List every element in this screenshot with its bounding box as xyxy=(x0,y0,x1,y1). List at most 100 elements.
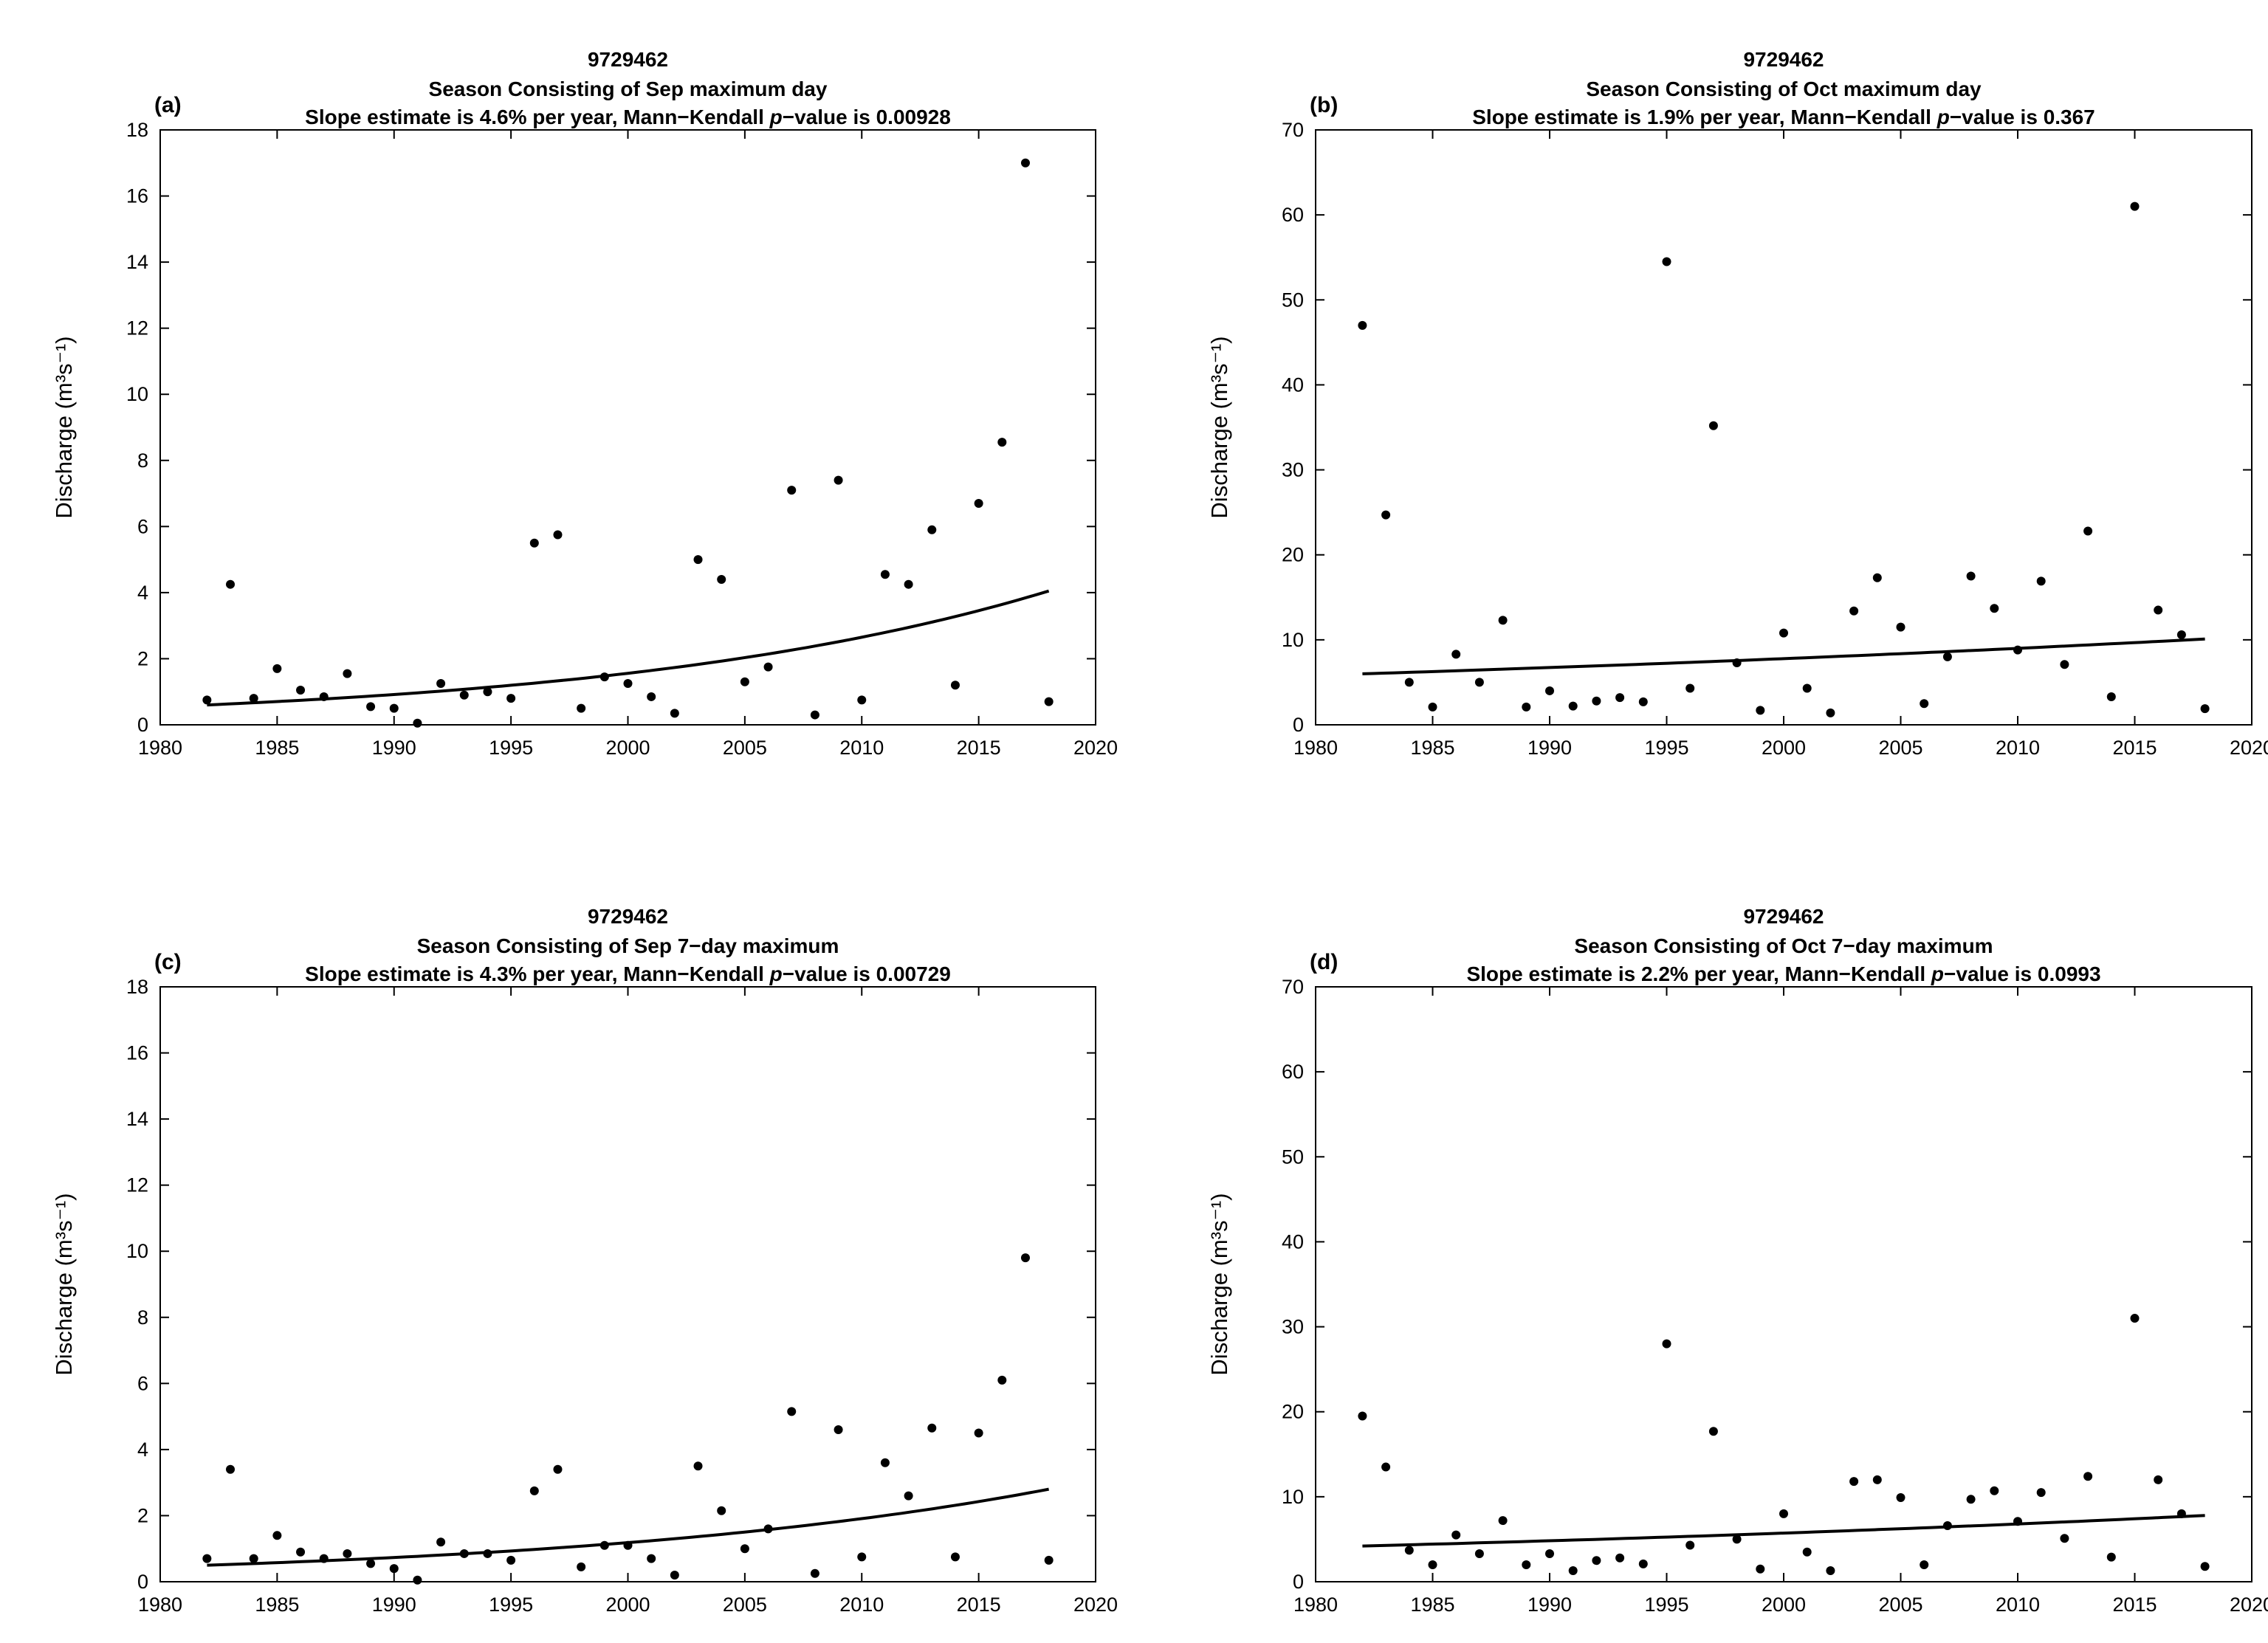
data-point xyxy=(1756,1564,1765,1574)
data-point xyxy=(1545,686,1554,695)
data-point xyxy=(2083,526,2093,536)
data-point xyxy=(1990,604,1999,613)
y-tick-label: 50 xyxy=(1282,1146,1304,1168)
data-point xyxy=(1404,678,1414,687)
data-point xyxy=(483,687,492,697)
x-tick-label: 2010 xyxy=(839,737,884,759)
chart-title-slope: Slope estimate is 4.3% per year, Mann−Ke… xyxy=(305,962,951,985)
x-tick-label: 1985 xyxy=(1410,737,1454,759)
y-tick-label: 4 xyxy=(137,582,148,604)
data-point xyxy=(2176,1509,2186,1518)
data-point xyxy=(1498,616,1508,625)
data-point xyxy=(997,1375,1007,1385)
chart-title-season: Season Consisting of Sep 7−day maximum xyxy=(417,934,839,957)
y-tick-label: 60 xyxy=(1282,1061,1304,1083)
chart-title-season: Season Consisting of Sep maximum day xyxy=(429,78,828,100)
x-tick-label: 1995 xyxy=(1644,737,1688,759)
y-tick-label: 14 xyxy=(126,1108,148,1130)
data-point xyxy=(1849,1477,1859,1487)
x-tick-label: 2005 xyxy=(1878,1594,1922,1616)
x-tick-label: 2000 xyxy=(1762,737,1806,759)
data-point xyxy=(1568,701,1578,711)
data-point xyxy=(647,692,656,701)
data-point xyxy=(506,1555,516,1565)
data-point xyxy=(717,574,726,584)
data-point xyxy=(670,709,679,718)
data-point xyxy=(389,1564,399,1574)
y-tick-label: 12 xyxy=(126,317,148,340)
trend-line xyxy=(207,589,1050,707)
y-tick-label: 10 xyxy=(1282,1486,1304,1508)
data-point xyxy=(1381,510,1391,520)
data-point xyxy=(1708,421,1718,430)
data-point xyxy=(1044,1555,1054,1565)
x-tick-label: 1985 xyxy=(255,1594,299,1616)
p-value-text: −value is 0.0993 xyxy=(1944,962,2101,985)
data-point xyxy=(2200,704,2210,714)
data-point xyxy=(2176,630,2186,639)
data-point xyxy=(647,1554,656,1563)
x-tick-label: 2015 xyxy=(957,1594,1001,1616)
data-point xyxy=(1872,573,1882,582)
data-point xyxy=(904,579,913,589)
chart-title-station: 9729462 xyxy=(1743,48,1824,71)
y-tick-label: 12 xyxy=(126,1174,148,1196)
y-tick-label: 18 xyxy=(126,976,148,998)
data-point xyxy=(927,1423,937,1433)
panel-label: (c) xyxy=(154,950,182,974)
data-point xyxy=(880,1458,890,1467)
x-tick-label: 2005 xyxy=(1878,737,1922,759)
data-point xyxy=(249,1554,258,1563)
data-point xyxy=(857,695,867,705)
x-tick-label: 2010 xyxy=(1996,1594,2040,1616)
data-point xyxy=(1756,706,1765,715)
slope-text: Slope estimate is 2.2% per year, Mann−Ke… xyxy=(1466,962,1931,985)
x-tick-label: 1980 xyxy=(138,1594,182,1616)
data-point xyxy=(2060,1534,2069,1543)
data-point xyxy=(2013,645,2022,655)
data-point xyxy=(740,1544,749,1554)
x-tick-label: 2015 xyxy=(2112,737,2157,759)
data-point xyxy=(1732,658,1742,667)
data-point xyxy=(577,1562,586,1571)
y-tick-label: 10 xyxy=(126,383,148,405)
x-tick-label: 1980 xyxy=(1293,1594,1338,1616)
trend-line xyxy=(207,1487,1049,1567)
x-tick-label: 1985 xyxy=(1410,1594,1454,1616)
data-point xyxy=(670,1571,679,1580)
data-point xyxy=(2083,1472,2093,1481)
data-point xyxy=(1428,702,1437,712)
data-point xyxy=(2106,1552,2116,1562)
data-point xyxy=(857,1552,867,1562)
data-point xyxy=(2130,1314,2140,1323)
data-point xyxy=(787,1407,797,1416)
x-tick-label: 1990 xyxy=(372,737,416,759)
data-point xyxy=(459,690,469,700)
data-point xyxy=(717,1506,726,1515)
data-point xyxy=(810,710,819,720)
p-italic: p xyxy=(1931,962,1944,985)
y-tick-label: 30 xyxy=(1282,459,1304,481)
data-point xyxy=(1708,1427,1718,1436)
x-tick-label: 2020 xyxy=(2230,1594,2268,1616)
data-point xyxy=(202,1554,212,1563)
x-tick-label: 1990 xyxy=(1528,1594,1572,1616)
y-tick-label: 4 xyxy=(137,1439,148,1461)
data-point xyxy=(483,1549,492,1558)
data-point xyxy=(1381,1462,1391,1472)
data-point xyxy=(1966,571,1976,581)
panel-label: (b) xyxy=(1310,93,1338,117)
x-tick-label: 1985 xyxy=(255,737,299,759)
data-point xyxy=(974,1428,983,1438)
data-point xyxy=(202,695,212,705)
y-tick-label: 0 xyxy=(1293,714,1304,736)
data-point xyxy=(623,1540,633,1550)
data-point xyxy=(1920,699,1929,709)
data-point xyxy=(1662,257,1671,266)
data-point xyxy=(1802,683,1812,693)
data-point xyxy=(1615,1553,1625,1563)
data-point xyxy=(1779,1509,1788,1518)
p-value-text: −value is 0.00729 xyxy=(783,962,951,985)
data-point xyxy=(249,694,258,703)
data-point xyxy=(1942,652,1952,661)
